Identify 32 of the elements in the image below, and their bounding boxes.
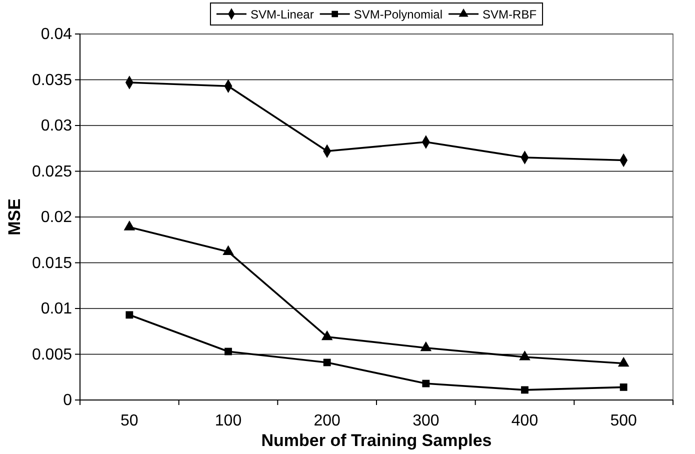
y-tick-label: 0.03: [40, 118, 72, 135]
y-tick-label: 0.015: [32, 254, 72, 272]
y-tick-label: 0.025: [32, 163, 72, 180]
x-tick-label: 400: [511, 412, 538, 430]
x-tick-label: 100: [214, 412, 242, 430]
x-tick-label: 300: [412, 412, 440, 430]
point: [519, 350, 530, 360]
point: [321, 330, 333, 340]
y-axis-title: MSE: [5, 198, 24, 236]
x-axis-title: Number of Training Samples: [261, 431, 492, 450]
y-tick-label: 0.04: [40, 26, 72, 44]
legend-label: SVM-Linear: [250, 8, 314, 22]
point: [126, 311, 134, 319]
y-tick-label: 0.01: [40, 300, 72, 318]
point: [422, 380, 430, 388]
legend-label: SVM-RBF: [482, 8, 537, 22]
point: [224, 348, 232, 356]
legend-label: SVM-Polynomial: [354, 8, 443, 22]
x-tick-label: 200: [314, 412, 341, 430]
point: [521, 386, 528, 394]
point: [323, 358, 331, 366]
point: [124, 220, 136, 230]
point: [420, 341, 432, 352]
point: [222, 245, 234, 256]
point: [620, 383, 628, 391]
point: [618, 356, 630, 367]
y-tick-label: 0.02: [40, 209, 72, 226]
x-tick-label: 50: [120, 412, 138, 430]
y-tick-label: 0: [63, 392, 72, 410]
y-tick-label: 0.035: [32, 72, 72, 89]
x-tick-label: 500: [610, 412, 638, 430]
y-tick-label: 0.005: [32, 346, 72, 364]
